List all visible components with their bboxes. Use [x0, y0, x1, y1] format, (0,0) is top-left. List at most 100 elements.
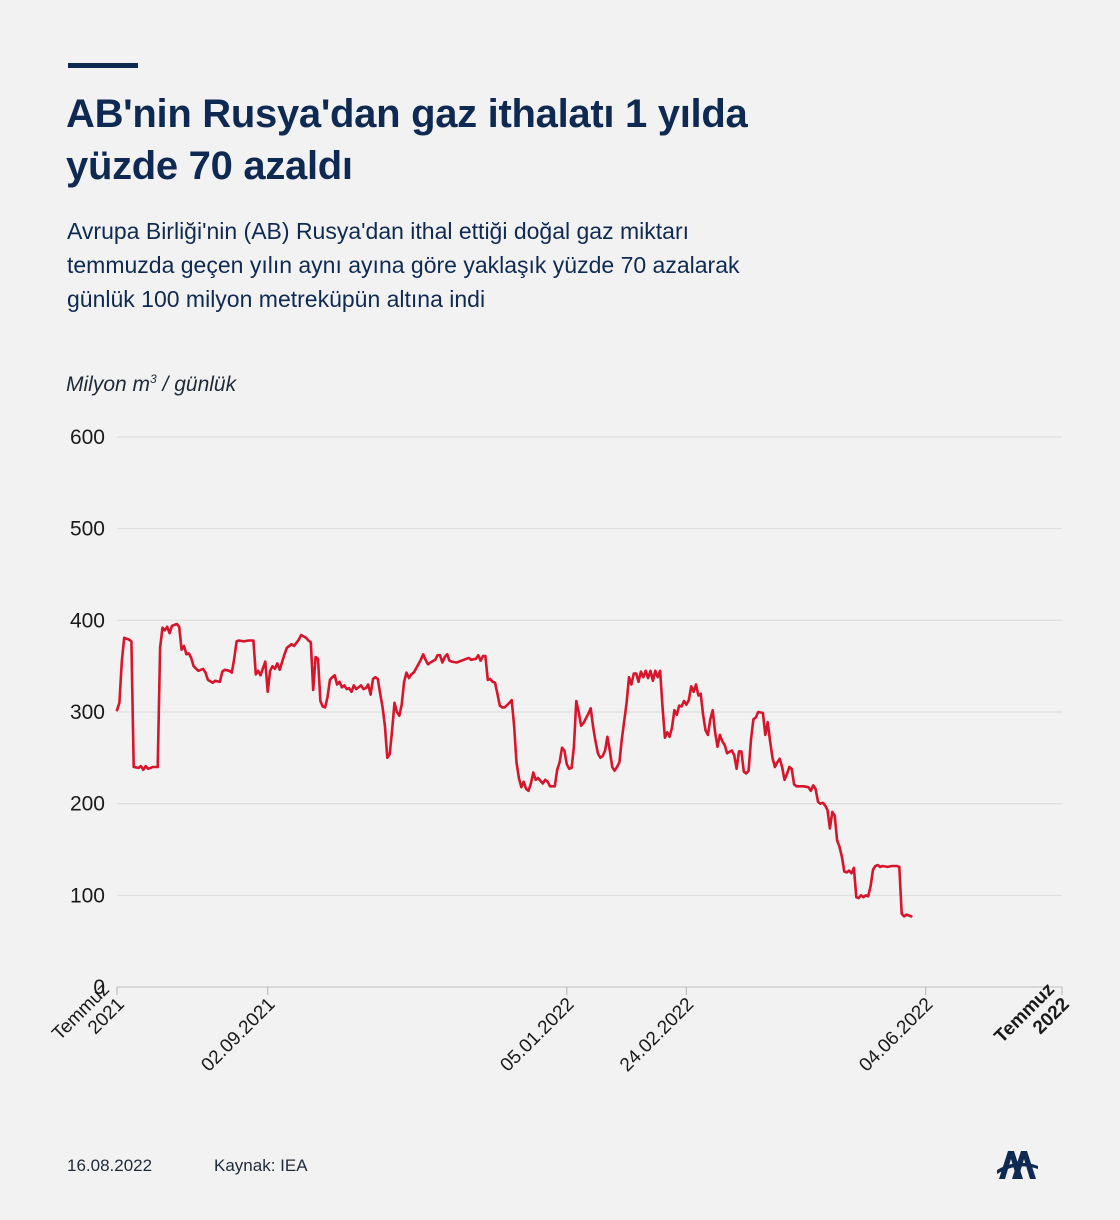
data-point: [575, 700, 578, 702]
data-point: [656, 676, 659, 679]
data-point: [632, 672, 635, 675]
data-point: [735, 767, 738, 770]
data-point: [668, 735, 671, 738]
data-point: [489, 678, 492, 680]
data-point: [793, 783, 795, 786]
data-point: [271, 665, 274, 668]
data-point: [687, 699, 690, 701]
data-point: [857, 897, 860, 899]
data-point: [625, 701, 628, 704]
data-point: [436, 654, 439, 657]
data-point: [498, 704, 501, 707]
data-point: [211, 681, 214, 684]
data-point: [372, 678, 374, 680]
data-point: [297, 638, 300, 641]
data-point: [338, 680, 341, 683]
data-point: [654, 669, 657, 672]
data-point: [869, 885, 872, 888]
data-point: [376, 678, 379, 680]
data-point: [118, 701, 121, 704]
x-tick-label-line: 02.09.2021: [197, 994, 279, 1076]
data-point: [829, 827, 831, 830]
data-point: [546, 780, 549, 783]
data-point: [283, 653, 286, 656]
data-point: [905, 913, 908, 916]
data-point: [874, 865, 877, 867]
data-point: [278, 668, 281, 671]
data-point: [360, 684, 362, 687]
data-point: [233, 657, 236, 660]
data-point: [166, 625, 169, 628]
source-label: Kaynak: IEA: [214, 1156, 308, 1175]
data-point: [530, 782, 532, 785]
data-point: [903, 915, 905, 918]
data-point: [671, 726, 673, 729]
data-point: [707, 734, 709, 736]
data-point: [317, 657, 319, 660]
data-point: [513, 724, 515, 727]
data-point: [697, 694, 700, 697]
x-tick-label: 02.09.2021: [197, 994, 279, 1076]
data-point: [872, 868, 874, 871]
data-point: [156, 766, 159, 768]
data-point: [838, 845, 841, 848]
data-point: [553, 785, 556, 788]
data-point: [391, 729, 393, 732]
data-point: [594, 740, 597, 743]
data-point: [723, 744, 726, 746]
unit-exponent: 3: [150, 372, 157, 386]
data-point: [824, 804, 827, 807]
data-point: [214, 679, 217, 682]
data-point: [321, 705, 324, 708]
data-point: [726, 752, 728, 755]
data-point: [417, 663, 420, 666]
y-tick-label: 200: [70, 793, 105, 816]
series-group: [115, 622, 913, 918]
data-point: [503, 706, 506, 709]
data-point: [695, 683, 697, 686]
data-point: [128, 638, 130, 641]
data-point: [429, 661, 432, 664]
data-point: [341, 686, 343, 689]
data-point: [467, 657, 470, 659]
data-point: [137, 767, 140, 769]
y-tick-label: 0: [93, 976, 105, 999]
data-point: [479, 659, 482, 662]
data-point: [257, 669, 260, 672]
data-point: [685, 703, 688, 706]
data-point: [522, 780, 525, 783]
data-point: [649, 669, 652, 672]
data-point: [348, 687, 350, 690]
y-tick-label: 600: [70, 426, 105, 449]
data-point: [876, 864, 879, 866]
data-point: [833, 814, 836, 817]
data-point: [628, 676, 630, 679]
data-point: [549, 785, 551, 788]
data-point: [147, 767, 150, 770]
data-point: [690, 685, 693, 688]
data-point: [443, 656, 446, 658]
data-point: [228, 669, 231, 672]
data-point: [745, 772, 748, 775]
data-point: [637, 680, 640, 683]
data-point: [326, 696, 329, 699]
y-tick-label: 400: [70, 609, 105, 632]
data-point: [427, 663, 429, 666]
data-point: [410, 673, 413, 676]
data-point: [898, 866, 901, 868]
data-point: [652, 679, 654, 682]
data-point: [185, 653, 188, 656]
data-point: [527, 789, 530, 792]
data-point: [400, 703, 403, 706]
data-point: [711, 709, 714, 712]
data-point: [120, 660, 123, 663]
data-point: [644, 669, 647, 672]
data-point: [309, 641, 312, 644]
data-point: [441, 661, 444, 664]
x-tick-label-line: 24.02.2022: [616, 994, 698, 1076]
data-point: [797, 785, 800, 788]
data-point: [152, 766, 154, 768]
data-point: [742, 770, 745, 773]
data-point: [343, 684, 346, 687]
